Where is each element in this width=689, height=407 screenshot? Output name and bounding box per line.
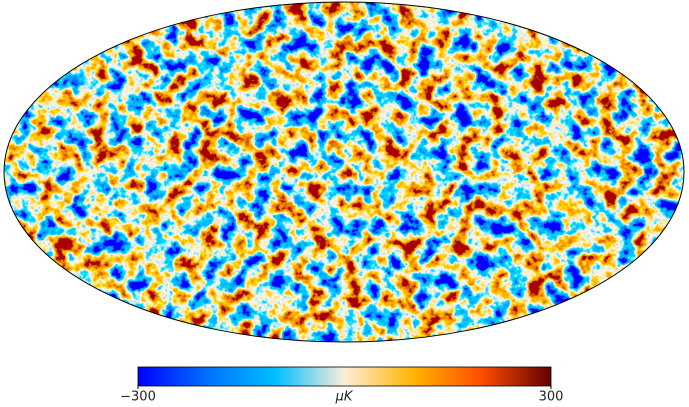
colorbar-tick-label: 300 [539,390,564,405]
sky-outline [3,1,685,343]
colorbar-tick-label: −300 [120,390,156,405]
temperature-field [4,2,684,342]
colorbar-unit: μK [335,390,354,405]
colorbar [137,366,552,387]
